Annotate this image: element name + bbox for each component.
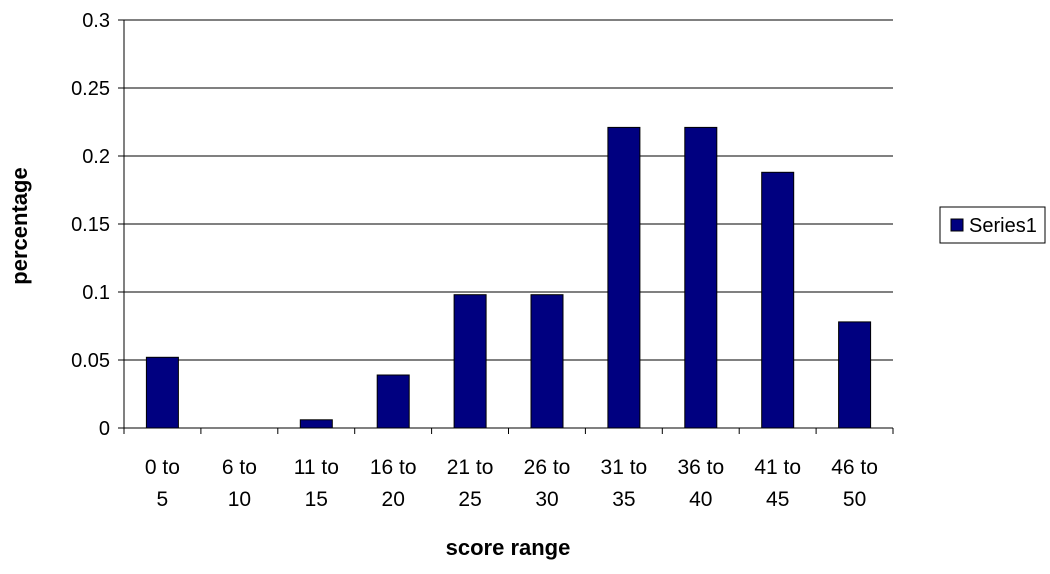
bar [761,171,795,429]
x-tick-label: 26 to [524,456,571,479]
bar [838,321,872,429]
y-tick-label: 0.05 [71,350,110,372]
bars [145,126,872,429]
y-tick-label: 0.2 [82,146,110,168]
x-tick-label: 25 [458,488,481,511]
legend-swatch [950,218,964,232]
x-tick-label: 11 to [294,456,339,479]
bar [607,126,641,429]
x-tick-label: 10 [228,488,251,511]
bar [145,356,179,429]
x-tick-label: 20 [382,488,405,511]
x-tick-label: 0 to [145,456,180,479]
x-tick-label: 40 [689,488,712,511]
x-tick-labels: 0 to 5 6 to 10 11 to 15 16 to 20 21 to 25 26 to 30 3… [145,456,878,511]
legend-label: Series1 [969,215,1037,237]
y-tick-labels: 0 0.05 0.1 0.15 0.2 0.25 0.3 [71,10,110,440]
x-tick-label: 46 to [831,456,878,479]
x-tick-label: 36 to [677,456,724,479]
y-tick-label: 0 [99,418,110,440]
x-tick-label: 31 to [601,456,648,479]
y-tick-label: 0.1 [82,282,110,304]
bar [453,294,487,429]
x-tick-label: 41 to [754,456,801,479]
legend: Series1 [939,206,1046,244]
x-tick-label: 15 [305,488,328,511]
x-tick-label: 16 to [370,456,417,479]
x-tick-label: 6 to [222,456,257,479]
bar [684,126,718,429]
y-tick-label: 0.3 [82,10,110,32]
x-tick-label: 21 to [447,456,494,479]
x-tick-label: 35 [612,488,635,511]
y-tick-label: 0.15 [71,214,110,236]
y-tick-label: 0.25 [71,78,110,100]
x-tick-label: 5 [157,488,169,511]
bar [530,294,564,429]
y-axis-label: percentage [7,167,32,284]
x-axis-label: score range [446,535,571,560]
axes [118,19,894,434]
x-tick-label: 30 [535,488,558,511]
x-tick-label: 50 [843,488,866,511]
bar [376,374,410,429]
x-tick-label: 45 [766,488,789,511]
bar [299,419,333,429]
